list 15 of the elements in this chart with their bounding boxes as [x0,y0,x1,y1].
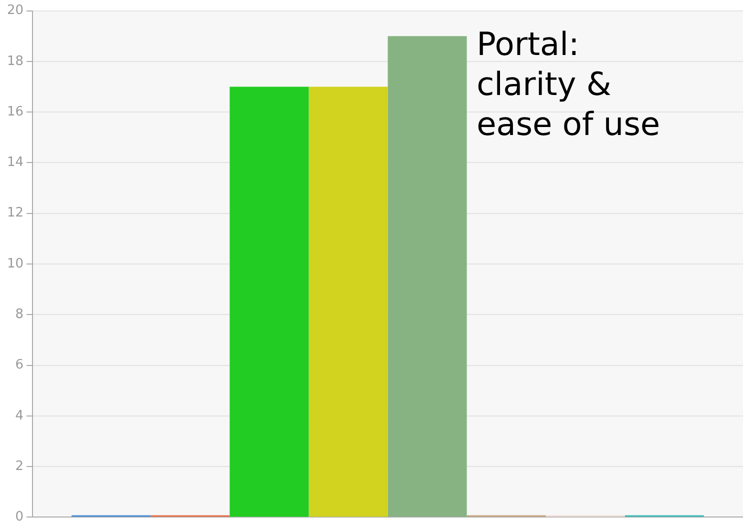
y-tick-label: 14 [6,155,24,170]
y-tick-label: 6 [15,358,24,373]
bar [388,36,467,517]
y-tick-label: 2 [15,458,24,474]
y-tick-label: 18 [6,54,24,69]
y-tick-label: 4 [15,408,24,424]
y-tick-label: 0 [15,510,24,525]
y-tick-label: 12 [6,206,24,221]
y-tick-label: 20 [6,3,24,18]
bar [230,86,309,517]
y-tick-label: 10 [6,256,24,272]
bar [308,86,388,517]
y-tick-label: 16 [6,104,24,120]
y-tick-label: 8 [15,307,24,322]
annotation: Portal: clarity & ease of use [476,25,660,144]
